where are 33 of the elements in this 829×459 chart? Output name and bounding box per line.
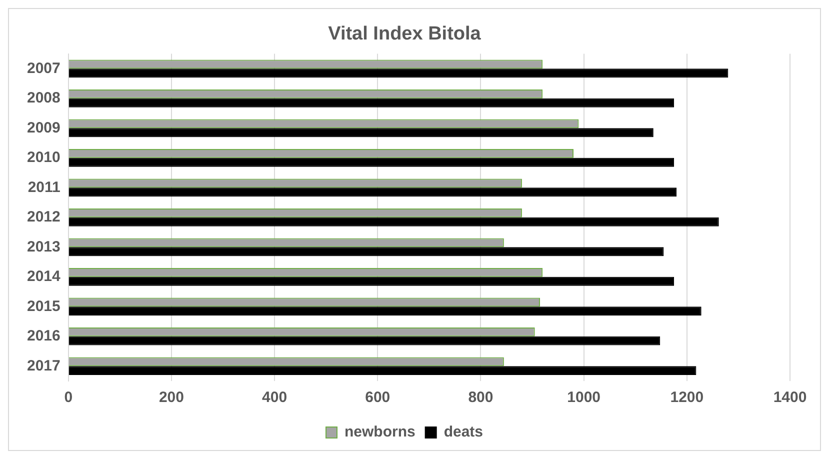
- y-tick-label: 2007: [26, 60, 60, 77]
- x-tick-label: 800: [468, 389, 494, 406]
- x-tick-label: 1200: [670, 389, 704, 406]
- bar: [68, 68, 728, 78]
- x-tick-label: 600: [365, 389, 390, 406]
- legend-label: newborns: [344, 424, 416, 441]
- x-tick-label: 200: [158, 389, 184, 406]
- legend-label: deats: [444, 424, 484, 441]
- y-tick-label: 2008: [26, 90, 60, 107]
- y-tick-label: 2011: [28, 178, 60, 196]
- y-tick-label: 2016: [26, 328, 60, 345]
- bar: [68, 366, 696, 376]
- bar: [68, 336, 660, 346]
- y-tick-label: 2010: [26, 149, 60, 166]
- y-tick-label: 2017: [26, 357, 60, 374]
- y-tick-label: 2014: [26, 268, 62, 286]
- bar: [68, 188, 677, 197]
- bar: [68, 306, 702, 316]
- chart-title: Vital Index Bitola: [328, 24, 482, 45]
- bar: [68, 98, 674, 108]
- bar: [68, 247, 664, 256]
- y-tick-label: 2012: [26, 208, 60, 226]
- bar: [68, 128, 654, 138]
- x-tick-label: 400: [262, 389, 288, 406]
- x-tick-label: 1000: [567, 389, 601, 406]
- bar: [68, 217, 719, 226]
- bar: [68, 158, 674, 167]
- y-tick-label: 2013: [26, 238, 60, 256]
- bar: [68, 276, 674, 286]
- x-tick-label: 0: [64, 389, 73, 406]
- y-tick-label: 2015: [26, 298, 60, 315]
- y-tick-label: 2009: [26, 119, 60, 136]
- x-tick-label: 1400: [773, 389, 807, 406]
